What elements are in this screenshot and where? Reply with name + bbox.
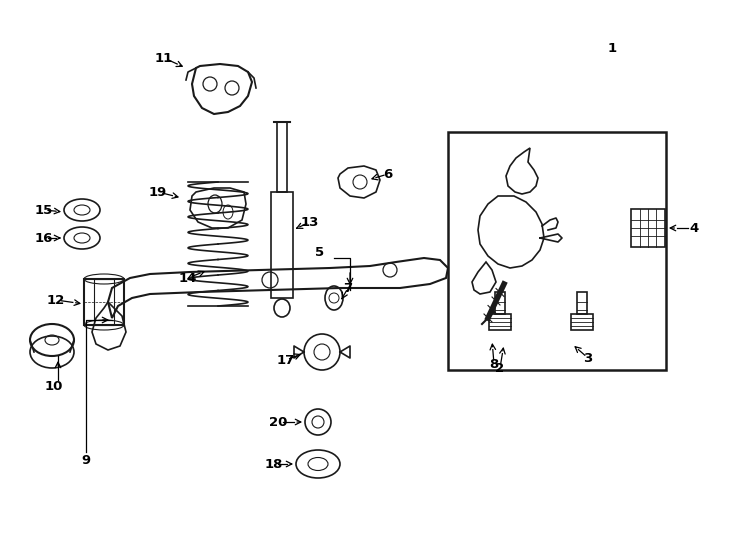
Text: 19: 19 (149, 186, 167, 199)
Text: 2: 2 (495, 361, 504, 375)
Text: 15: 15 (35, 204, 53, 217)
Bar (577, 292, 587, 314)
Text: 9: 9 (81, 454, 90, 467)
Text: 6: 6 (383, 167, 393, 180)
Text: 14: 14 (179, 272, 197, 285)
Bar (631, 209, 665, 247)
Text: 7: 7 (344, 281, 352, 294)
Text: 16: 16 (34, 232, 53, 245)
Bar (571, 314, 593, 330)
Bar (84, 279, 124, 325)
Bar (277, 122, 287, 192)
Text: 4: 4 (689, 221, 699, 234)
Text: 18: 18 (265, 457, 283, 470)
Text: 8: 8 (490, 357, 498, 370)
Text: 1: 1 (608, 42, 617, 55)
Text: 17: 17 (277, 354, 295, 367)
Bar (271, 192, 293, 298)
Bar (495, 292, 505, 314)
Bar (489, 314, 511, 330)
Text: 3: 3 (584, 352, 592, 365)
Text: 13: 13 (301, 215, 319, 228)
Bar (94, 279, 114, 325)
Text: 20: 20 (269, 415, 287, 429)
Bar (448, 132, 666, 370)
Text: 11: 11 (155, 51, 173, 64)
Text: 10: 10 (45, 380, 63, 393)
Text: 12: 12 (47, 294, 65, 307)
Text: 5: 5 (316, 246, 324, 259)
